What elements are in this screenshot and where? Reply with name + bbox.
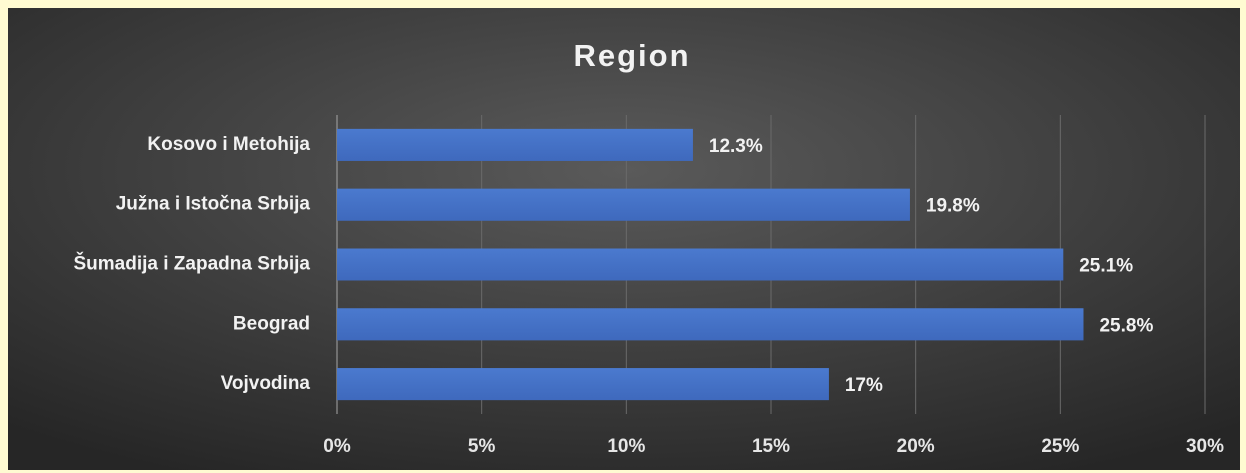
y-tick-label: Južna i Istočna Srbija — [116, 194, 311, 215]
x-tick-label: 30% — [1186, 436, 1224, 457]
y-tick-label: Beograd — [233, 313, 310, 334]
x-tick-label: 0% — [323, 436, 351, 457]
chart-panel — [8, 8, 1240, 470]
bar-shade — [337, 188, 910, 221]
value-label: 19.8% — [926, 196, 980, 217]
bar-shade — [337, 368, 829, 401]
bar-shade — [337, 248, 1064, 281]
x-tick-label: 25% — [1041, 436, 1079, 457]
bar-shade — [337, 308, 1084, 341]
y-tick-label: Vojvodina — [221, 373, 311, 394]
y-tick-label: Kosovo i Metohija — [147, 134, 310, 155]
x-tick-label: 10% — [607, 436, 645, 457]
value-label: 25.1% — [1079, 256, 1133, 277]
bar-shade — [337, 128, 693, 161]
x-tick-label: 15% — [752, 436, 790, 457]
x-tick-label: 20% — [897, 436, 935, 457]
value-label: 12.3% — [709, 136, 763, 157]
value-label: 25.8% — [1099, 315, 1153, 336]
value-label: 17% — [845, 375, 883, 396]
x-tick-label: 5% — [468, 436, 496, 457]
y-tick-label: Šumadija i Zapadna Srbija — [73, 253, 310, 275]
chart-title: Region — [573, 38, 690, 73]
